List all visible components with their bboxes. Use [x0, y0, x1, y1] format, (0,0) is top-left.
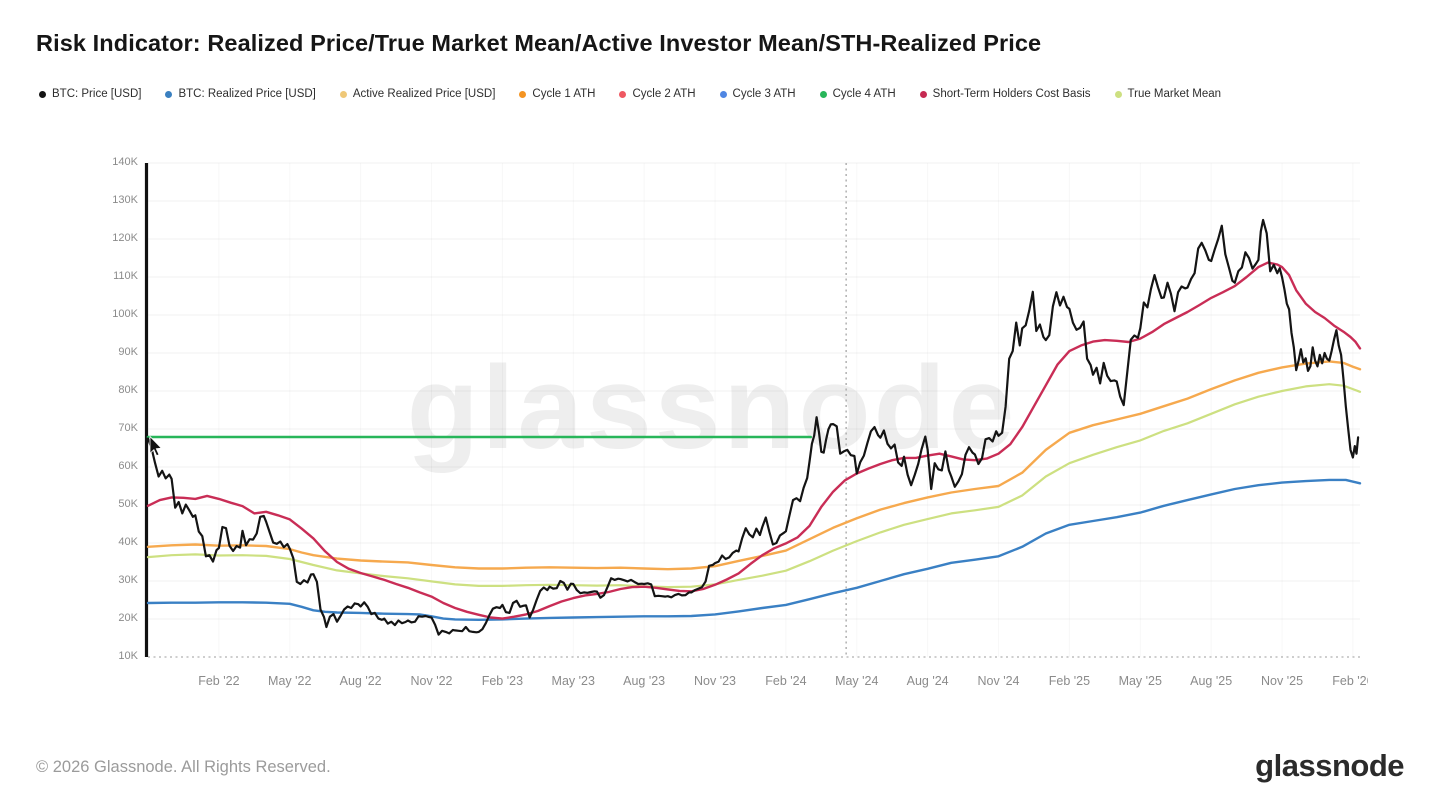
- x-tick-label: Feb '26: [1332, 674, 1368, 688]
- y-tick-label: 80K: [118, 384, 138, 396]
- legend-item-label: Cycle 2 ATH: [632, 88, 696, 100]
- y-tick-label: 70K: [118, 422, 138, 434]
- x-tick-label: Aug '25: [1190, 674, 1233, 688]
- x-tick-label: May '23: [551, 674, 595, 688]
- x-tick-label: May '25: [1118, 674, 1162, 688]
- y-tick-label: 140K: [112, 156, 138, 168]
- series-btc-price-usd: [146, 218, 1360, 636]
- legend-item-cycle-4-ath[interactable]: Cycle 4 ATH: [819, 88, 896, 100]
- legend-dot-icon: [919, 90, 927, 98]
- legend-item-label: Cycle 1 ATH: [532, 88, 596, 100]
- y-tick-label: 20K: [118, 612, 138, 624]
- legend-item-active-realized-price-usd-[interactable]: Active Realized Price [USD]: [339, 88, 496, 100]
- legend-dot-icon: [719, 90, 727, 98]
- x-tick-label: Aug '24: [906, 674, 949, 688]
- x-tick-label: Aug '22: [339, 674, 382, 688]
- y-tick-label: 120K: [112, 232, 138, 244]
- y-tick-label: 30K: [118, 574, 138, 586]
- legend-item-label: Cycle 4 ATH: [832, 88, 896, 100]
- y-tick-label: 110K: [113, 270, 138, 282]
- x-tick-label: Feb '22: [198, 674, 240, 688]
- y-tick-label: 10K: [118, 650, 138, 662]
- legend-item-short-term-holders-cost-basis[interactable]: Short-Term Holders Cost Basis: [919, 88, 1091, 100]
- legend-item-label: True Market Mean: [1127, 88, 1222, 100]
- copyright-text: © 2026 Glassnode. All Rights Reserved.: [36, 758, 331, 776]
- x-tick-label: May '22: [268, 674, 312, 688]
- legend-item-true-market-mean[interactable]: True Market Mean: [1114, 88, 1222, 100]
- legend-item-label: BTC: Price [USD]: [52, 88, 142, 100]
- y-tick-label: 90K: [118, 346, 138, 358]
- legend: BTC: Price [USD] BTC: Realized Price [USD…: [39, 88, 1221, 100]
- legend-item-cycle-1-ath[interactable]: Cycle 1 ATH: [519, 88, 595, 100]
- legend-item-btc-price-usd-[interactable]: BTC: Price [USD]: [39, 88, 141, 100]
- x-tick-label: Nov '23: [694, 674, 737, 688]
- x-tick-label: Nov '25: [1261, 674, 1304, 688]
- page-title: Risk Indicator: Realized Price/True Mark…: [36, 30, 1042, 56]
- legend-dot-icon: [39, 90, 46, 98]
- glassnode-logo: glassnode: [1255, 748, 1404, 783]
- legend-dot-icon: [339, 90, 347, 98]
- glassnode-watermark: glassnode: [407, 342, 1018, 474]
- legend-dot-icon: [519, 90, 527, 98]
- x-tick-label: Aug '23: [623, 674, 666, 688]
- y-tick-label: 100K: [112, 308, 138, 320]
- y-tick-label: 60K: [118, 460, 138, 472]
- price-chart[interactable]: glassnode: [0, 0, 1368, 730]
- legend-item-cycle-3-ath[interactable]: Cycle 3 ATH: [719, 88, 796, 100]
- x-tick-label: Feb '23: [481, 674, 524, 688]
- x-tick-label: Feb '24: [765, 674, 807, 688]
- series-btc-realized-price-usd: [146, 478, 1362, 621]
- legend-dot-icon: [165, 90, 173, 98]
- y-tick-label: 130K: [112, 194, 138, 206]
- chart-area[interactable]: glassnode 140K 130K 120K 110K 100K 90K 80K 70K 6…: [0, 0, 1368, 730]
- x-tick-label: Nov '24: [977, 674, 1020, 688]
- legend-dot-icon: [1114, 90, 1122, 98]
- y-tick-label: 50K: [118, 498, 138, 510]
- x-tick-label: Feb '25: [1048, 674, 1091, 688]
- x-tick-label: Nov '22: [410, 674, 453, 688]
- series-true-market-mean: [146, 383, 1362, 589]
- mouse-cursor-icon: [149, 435, 163, 457]
- legend-dot-icon: [619, 90, 627, 98]
- series-short-term-holders-cost-basis: [146, 261, 1362, 620]
- legend-item-btc-realized-price-usd-[interactable]: BTC: Realized Price [USD]: [165, 88, 316, 100]
- legend-dot-icon: [819, 90, 827, 98]
- legend-item-label: Short-Term Holders Cost Basis: [932, 88, 1091, 100]
- legend-item-cycle-2-ath[interactable]: Cycle 2 ATH: [619, 88, 696, 100]
- x-tick-label: May '24: [835, 674, 879, 688]
- y-tick-label: 40K: [118, 536, 138, 548]
- legend-item-label: Active Realized Price [USD]: [352, 88, 496, 100]
- legend-item-label: Cycle 3 ATH: [732, 88, 796, 100]
- legend-item-label: BTC: Realized Price [USD]: [178, 88, 316, 100]
